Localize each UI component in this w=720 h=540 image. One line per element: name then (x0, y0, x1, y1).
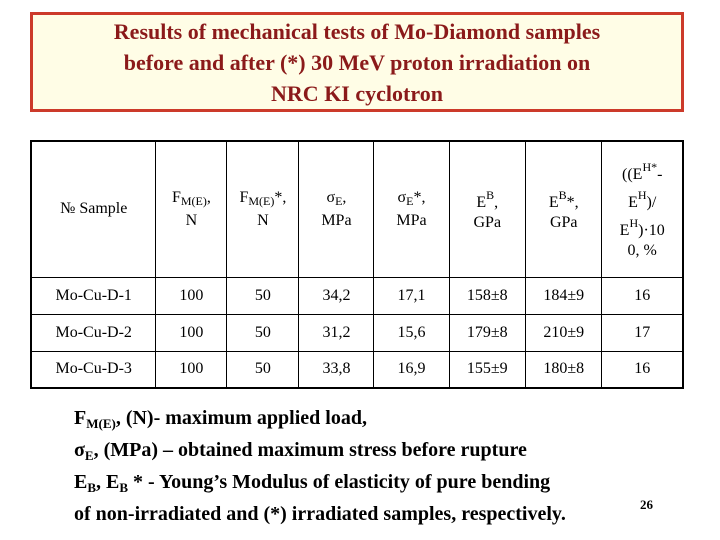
cell-modulus: 155±9 (448, 350, 527, 389)
notes: FM(E), (N)- maximum applied load, σE, (M… (74, 405, 694, 527)
cell-stress-irradiated: 17,1 (373, 276, 450, 315)
table-row: Mo-Cu-D-3 100 50 33,8 16,9 155±9 180±8 1… (30, 350, 684, 389)
header-change-percent: ((EH*- EH)/EH)·10 0, % (601, 140, 684, 278)
header-force-irradiated: FM(E)*, N (226, 140, 300, 278)
header-modulus: EB, GPa (448, 140, 527, 278)
note-samples: of non-irradiated and (*) irradiated sam… (74, 503, 566, 525)
cell-force-irradiated: 50 (226, 313, 300, 352)
cell-stress-irradiated: 16,9 (373, 350, 450, 389)
title-box: Results of mechanical tests of Mo-Diamon… (30, 12, 684, 112)
page-number: 26 (640, 497, 653, 512)
title-line: NRC KI cyclotron (271, 80, 443, 106)
note-stress: σE, (MPa) – obtained maximum stress befo… (74, 439, 527, 463)
cell-modulus-irradiated: 210±9 (524, 313, 603, 352)
header-sample: № Sample (30, 140, 157, 278)
cell-sample: Mo-Cu-D-1 (30, 276, 157, 315)
cell-modulus: 158±8 (448, 276, 527, 315)
cell-modulus: 179±8 (448, 313, 527, 352)
header-row: № Sample FM(E), N FM(E)*, N σE, MPa σE*, MPa… (30, 140, 684, 278)
table-row: Mo-Cu-D-1 100 50 34,2 17,1 158±8 184±9 1… (30, 276, 684, 315)
cell-change-percent: 16 (601, 350, 684, 389)
header-force: FM(E), N (155, 140, 228, 278)
cell-sample: Mo-Cu-D-3 (30, 350, 157, 389)
cell-stress: 34,2 (298, 276, 375, 315)
cell-stress: 31,2 (298, 313, 375, 352)
cell-force: 100 (155, 350, 228, 389)
table-row: Mo-Cu-D-2 100 50 31,2 15,6 179±8 210±9 1… (30, 313, 684, 352)
note-modulus: EB, EB * - Young’s Modulus of elasticity… (74, 471, 551, 495)
header-modulus-irradiated: EB*, GPa (524, 140, 603, 278)
cell-force-irradiated: 50 (226, 350, 300, 389)
cell-stress: 33,8 (298, 350, 375, 389)
cell-stress-irradiated: 15,6 (373, 313, 450, 352)
cell-change-percent: 16 (601, 276, 684, 315)
cell-modulus-irradiated: 180±8 (524, 350, 603, 389)
header-stress-irradiated: σE*, MPa (373, 140, 450, 278)
cell-force-irradiated: 50 (226, 276, 300, 315)
cell-force: 100 (155, 276, 228, 315)
cell-change-percent: 17 (601, 313, 684, 352)
header-stress: σE, MPa (298, 140, 375, 278)
title-line: Results of mechanical tests of Mo-Diamon… (113, 18, 601, 44)
cell-modulus-irradiated: 184±9 (524, 276, 603, 315)
results-table: № Sample FM(E), N FM(E)*, N σE, MPa σE*, MPa… (30, 140, 684, 389)
title-line: before and after (*) 30 MeV proton irrad… (123, 49, 591, 75)
note-force: FM(E), (N)- maximum applied load, (74, 407, 367, 431)
cell-force: 100 (155, 313, 228, 352)
cell-sample: Mo-Cu-D-2 (30, 313, 157, 352)
